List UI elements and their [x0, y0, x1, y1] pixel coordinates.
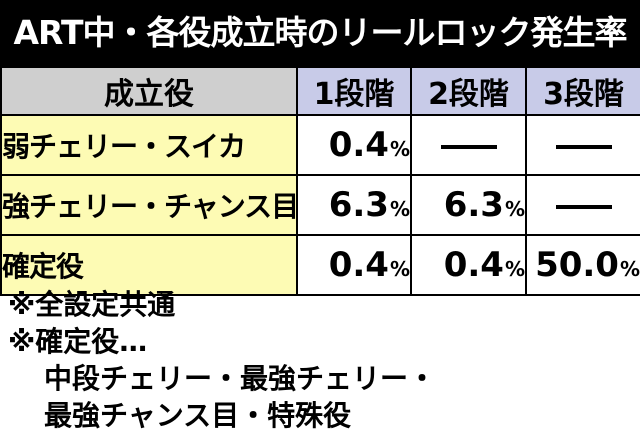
dash-mark — [555, 144, 612, 149]
rate-cell: 0.4% — [296, 234, 412, 296]
rate-value: 0.4 — [328, 125, 389, 165]
percent-unit: % — [619, 257, 640, 281]
rate-cell-none — [525, 114, 640, 176]
dash-mark — [440, 144, 497, 149]
table-row: 弱チェリー・スイカ 0.4% — [0, 114, 640, 176]
note-confirmed-role-detail: 最強チャンス目・特殊役 — [44, 399, 352, 432]
percent-unit: % — [389, 137, 410, 161]
note-confirmed-role: ※確定役… — [8, 325, 148, 358]
percent-unit: % — [504, 197, 525, 221]
rate-cell: 0.4% — [296, 114, 412, 176]
row-role: 強チェリー・チャンス目 — [0, 174, 298, 236]
page-title: ART中・各役成立時のリールロック発生率 — [0, 0, 640, 66]
percent-unit: % — [389, 257, 410, 281]
row-role: 確定役 — [0, 234, 298, 296]
rate-cell-none — [410, 114, 527, 176]
rate-value: 6.3 — [443, 185, 504, 225]
footnotes: ※全設定共通 ※確定役… 中段チェリー・最強チェリー・ 最強チャンス目・特殊役 — [8, 286, 632, 434]
rate-cell-none — [525, 174, 640, 236]
table-header-row: 成立役 1段階 2段階 3段階 — [0, 66, 640, 116]
percent-unit: % — [504, 257, 525, 281]
table-row: 強チェリー・チャンス目 6.3% 6.3% — [0, 174, 640, 236]
rate-cell: 6.3% — [410, 174, 527, 236]
dash-mark — [555, 204, 612, 209]
percent-unit: % — [389, 197, 410, 221]
header-stage-2: 2段階 — [410, 66, 527, 116]
rate-value: 0.4 — [328, 245, 389, 285]
row-role: 弱チェリー・スイカ — [0, 114, 298, 176]
header-stage-3: 3段階 — [525, 66, 640, 116]
table-row: 確定役 0.4% 0.4% 50.0% — [0, 234, 640, 296]
rate-value: 50.0 — [535, 245, 619, 285]
header-stage-1: 1段階 — [296, 66, 412, 116]
rate-cell: 0.4% — [410, 234, 527, 296]
reel-lock-rate-table: 成立役 1段階 2段階 3段階 弱チェリー・スイカ 0.4% 強チェリー・チャン… — [0, 66, 640, 296]
rate-cell: 6.3% — [296, 174, 412, 236]
rate-value: 0.4 — [443, 245, 504, 285]
note-confirmed-role-detail: 中段チェリー・最強チェリー・ — [44, 362, 437, 395]
note-all-settings: ※全設定共通 — [8, 288, 176, 321]
header-role: 成立役 — [0, 66, 298, 116]
rate-value: 6.3 — [328, 185, 389, 225]
